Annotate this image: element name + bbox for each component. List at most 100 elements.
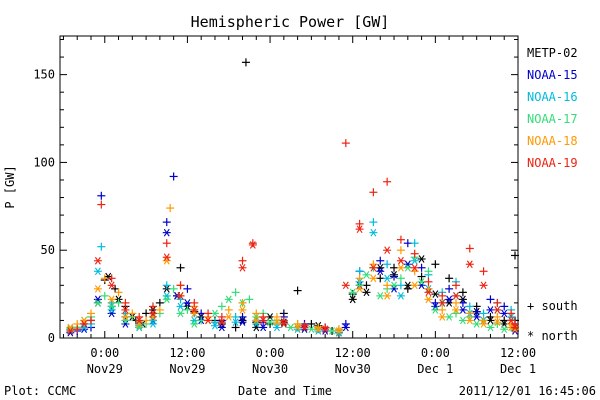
data-point-north [66,323,75,332]
data-point-south [431,260,440,269]
data-point-south [114,298,123,307]
chart-title: Hemispheric Power [GW] [191,13,390,31]
data-point-south [472,307,481,316]
data-point-north [93,256,102,265]
data-point-south [86,309,95,318]
legend-entry: NOAA-19 [527,156,578,170]
data-point-north [162,228,171,237]
data-point-north [348,288,357,297]
data-point-south [500,316,509,325]
data-point-north [104,272,113,281]
legend: METP-02 NOAA-15 NOAA-16 NOAA-17 NOAA-18 NOAA-… [527,46,578,343]
data-point-north [328,327,337,335]
data-point-north [390,281,399,290]
data-point-south [486,295,495,304]
data-point-north [369,263,378,272]
data-point-south [431,298,440,307]
data-point-north [369,274,378,283]
data-point-south [355,274,364,283]
data-point-south [369,218,378,227]
data-point-north [396,263,405,272]
data-point-south [166,204,175,213]
data-point-south [493,319,502,328]
data-point-south [238,312,247,321]
data-point-south [479,309,488,318]
data-point-south [231,323,240,332]
data-point-north [80,323,89,332]
data-point-south [452,298,461,307]
data-point-north [66,325,75,334]
data-point-north [190,320,199,328]
data-point-north [224,313,233,321]
data-point-south [511,251,519,260]
data-point-north [355,225,364,233]
axis-ticks: 0 50 100 150 0:00 Nov29 12:00 Nov29 0:00 Nov30 12:… [33,36,536,376]
data-point-south [100,291,109,300]
data-point-south [383,260,392,269]
data-point-south [142,316,151,325]
data-point-south [314,323,323,332]
data-point-south [486,312,495,321]
data-point-south [252,309,261,318]
data-point-south [424,267,433,276]
data-point-north [107,281,116,290]
data-point-south [210,318,219,327]
data-point-south [452,281,461,290]
data-point-south [224,305,233,314]
legend-entry: METP-02 [527,46,578,60]
data-point-north [479,281,488,290]
data-point-south [259,312,268,321]
data-point-south [300,321,309,330]
data-point-north [431,290,440,298]
data-point-south [458,288,467,297]
data-point-north [396,256,405,265]
data-point-north [362,288,371,297]
data-point-south [169,284,178,293]
data-point-north [424,288,433,297]
data-point-north [80,320,89,328]
data-point-south [458,298,467,307]
data-point-north [417,255,426,263]
data-point-south [190,298,199,307]
data-point-south [162,239,171,248]
x-tick-label-date: Nov30 [335,362,371,376]
y-tick-label: 0 [48,331,55,345]
data-point-south [155,298,164,307]
data-point-north [458,316,467,325]
data-point-north [417,277,426,286]
data-point-north [93,295,102,304]
data-point-south [396,281,405,290]
data-point-south [410,239,419,248]
data-point-south [445,274,454,283]
data-point-south [121,298,130,307]
data-point-south [493,298,502,307]
data-point-north [445,313,454,321]
data-point-south [396,274,405,283]
data-point-south [293,319,302,328]
data-point-south [479,267,488,276]
data-point-north [80,316,89,325]
data-point-north [162,253,171,262]
data-point-south [465,244,474,253]
data-point-south [390,272,399,281]
data-point-north [107,302,116,311]
data-point-north [107,306,116,314]
data-point-north [162,256,171,265]
timestamp: 2011/12/01 16:45:06 [459,384,596,398]
data-point-north [190,309,199,318]
data-point-north [486,323,495,332]
data-point-outlier [241,58,250,67]
data-point-south [348,290,357,299]
data-point-north [135,323,144,332]
data-point-north [472,313,481,321]
x-tick-label-time: 12:00 [500,346,536,360]
data-point-north [93,267,102,276]
data-point-north [176,292,185,300]
data-point-south [111,284,120,293]
data-point-south [438,305,447,314]
data-point-north [472,320,481,328]
legend-entry: NOAA-15 [527,68,578,82]
data-point-south [390,263,399,272]
data-point-south [369,188,378,197]
data-point-south [97,191,106,200]
